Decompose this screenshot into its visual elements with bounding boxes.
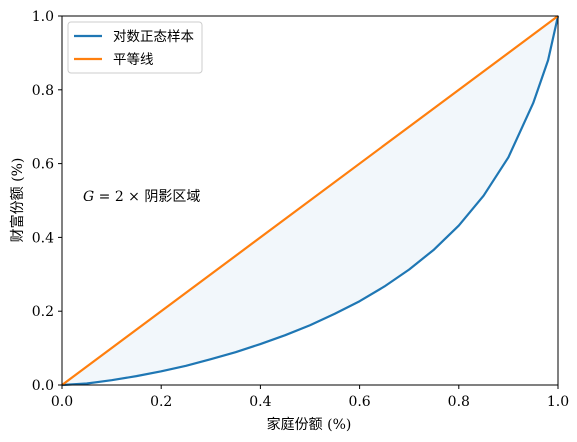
x-tick-label: 0.0 [51,394,73,410]
gini-annotation: G = 2 × 阴影区域 [83,189,200,205]
y-tick-label: 0.8 [32,83,54,99]
y-tick-label: 0.0 [32,378,54,394]
x-tick-label: 0.2 [150,394,172,410]
axes-frame [61,15,559,386]
y-tick-label: 0.4 [32,230,54,246]
x-tick-label: 0.4 [249,394,271,410]
x-axis-label: 家庭份额 (%) [267,416,352,433]
axes: 0.0 0.2 0.4 0.6 0.8 1.0 0.0 0.2 0.4 0.6 0.8 1.0 [32,9,569,410]
legend-box [67,21,203,74]
y-axis-label: 财富份额 (%) [9,158,26,243]
x-tick-label: 1.0 [547,394,569,410]
y-tick-label: 0.2 [32,304,54,320]
legend-label: 对数正态样本 [113,29,194,45]
x-tick-label: 0.8 [448,394,470,410]
series-line-1 [61,15,560,387]
annotation-italic-g: G [83,189,94,205]
plot-area [61,15,560,387]
y-tick-label: 0.6 [32,157,54,173]
legend-label: 平等线 [113,51,154,68]
x-tick-label: 0.6 [348,394,370,410]
annotation-text: = 2 × 阴影区域 [94,189,200,205]
series-line-2 [61,15,559,386]
y-tick-label: 1.0 [32,9,54,25]
